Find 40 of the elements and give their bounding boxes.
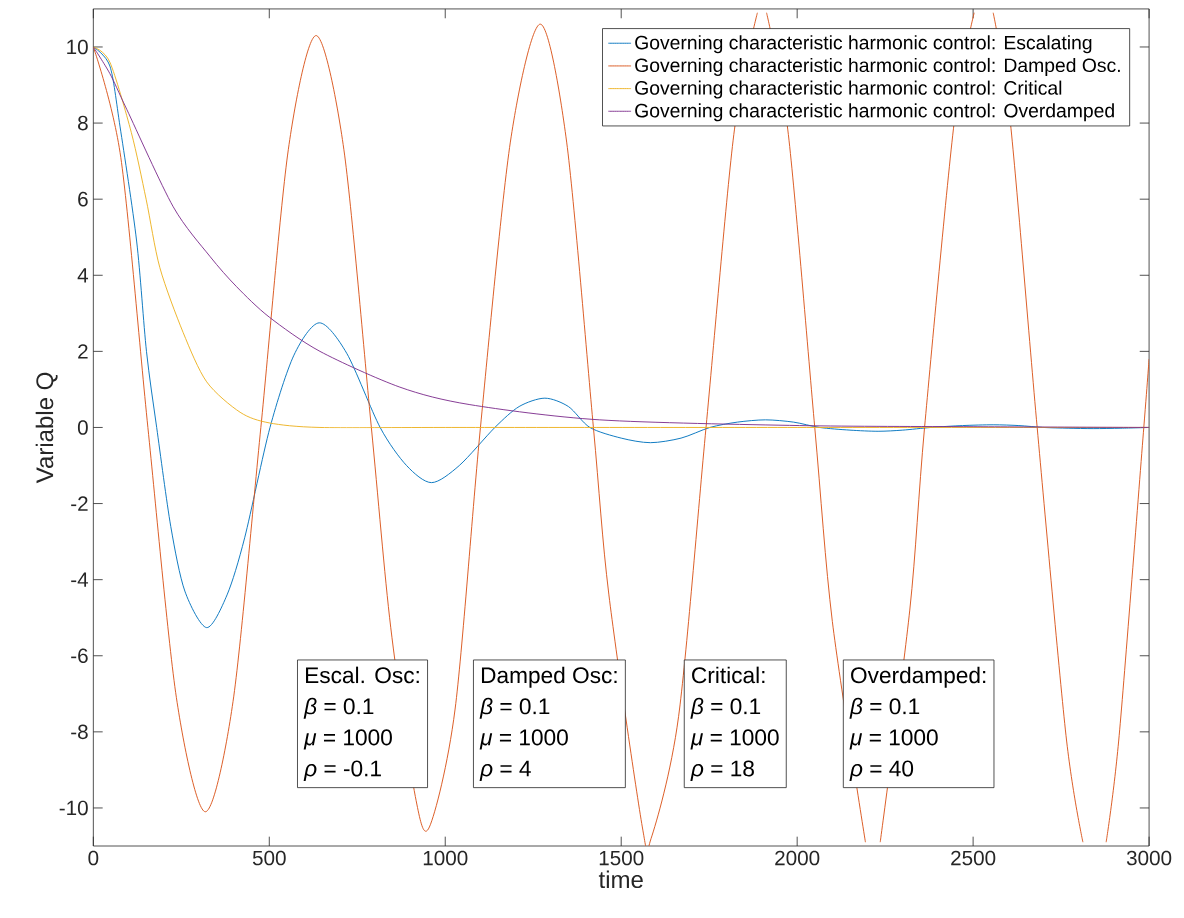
- y-tick-label: -8: [71, 724, 88, 740]
- y-axis-title: Variable Q: [35, 372, 58, 484]
- annotation: Damped Osc:: [481, 666, 617, 688]
- x-axis-title: time: [598, 870, 643, 889]
- y-tick-label: 4: [77, 268, 89, 283]
- y-tick-label: 6: [78, 191, 88, 207]
- legend-label: Governing characteristic harmonic control: Damped Osc.: [635, 57, 1120, 76]
- annotation: μ = 1000: [690, 729, 779, 750]
- y-tick-label: 8: [78, 115, 88, 131]
- annotation: β = 0.1: [690, 697, 761, 719]
- annotation: ρ = -0.1: [303, 760, 381, 781]
- annotation: Critical:: [692, 666, 765, 684]
- y-tick-label: 0: [77, 420, 88, 435]
- x-tick-label: 3000: [1126, 850, 1172, 866]
- annotation: β = 0.1: [849, 697, 920, 719]
- annotation: Escal. Osc:: [306, 666, 419, 684]
- x-tick-label: 1000: [423, 850, 468, 866]
- y-tick-label: -2: [71, 496, 88, 511]
- x-tick-label: 1500: [599, 850, 644, 866]
- annotation: ρ = 4: [479, 760, 531, 781]
- x-tick-label: 2000: [775, 850, 820, 866]
- legend-label: Governing characteristic harmonic control: Escalating: [635, 35, 1092, 54]
- annotation: β = 0.1: [303, 697, 374, 719]
- x-tick-label: 0: [88, 850, 99, 866]
- y-tick-label: -10: [59, 800, 88, 816]
- y-tick-label: -6: [71, 648, 88, 664]
- annotation: ρ = 40: [849, 760, 914, 781]
- y-tick-label: 10: [67, 39, 88, 55]
- annotation: ρ = 18: [690, 760, 754, 781]
- annotation: μ = 1000: [849, 729, 938, 750]
- annotation: μ = 1000: [303, 729, 392, 750]
- y-tick-label: -4: [71, 572, 89, 587]
- x-tick-label: 500: [252, 850, 286, 866]
- annotation: Overdamped:: [851, 666, 986, 688]
- legend-label: Governing characteristic harmonic control: Critical: [635, 80, 1062, 99]
- x-tick-label: 2500: [951, 850, 996, 866]
- annotation: β = 0.1: [479, 697, 550, 719]
- y-tick-label: 2: [78, 344, 88, 359]
- annotation: μ = 1000: [479, 729, 568, 750]
- legend-label: Governing characteristic harmonic control: Overdamped: [635, 103, 1114, 122]
